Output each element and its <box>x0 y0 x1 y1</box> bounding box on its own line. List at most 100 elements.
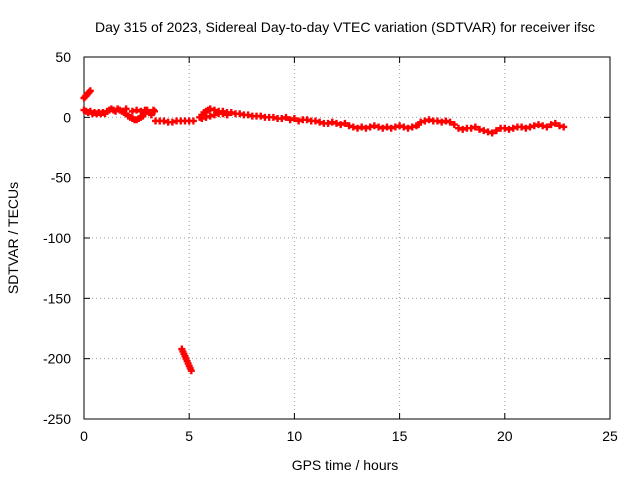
y-tick-label-1: -200 <box>43 351 71 367</box>
data-point-0-128 <box>450 121 458 129</box>
data-point-0-92 <box>303 116 311 124</box>
data-point-0-126 <box>442 117 450 125</box>
data-point-0-40 <box>137 107 145 115</box>
data-point-0-76 <box>236 110 244 118</box>
data-point-0-109 <box>375 123 383 131</box>
data-point-0-69 <box>206 112 214 120</box>
y-tick-label-2: -150 <box>43 290 71 306</box>
data-point-0-84 <box>269 113 277 121</box>
data-point-0-110 <box>379 124 387 132</box>
data-point-0-78 <box>244 111 252 119</box>
data-point-0-28 <box>122 105 130 113</box>
data-point-0-152 <box>551 119 559 127</box>
y-tick-label-6: 50 <box>55 49 71 65</box>
data-point-0-67 <box>198 115 206 123</box>
data-point-0-70 <box>210 111 218 119</box>
data-point-0-151 <box>547 121 555 129</box>
data-point-0-95 <box>316 118 324 126</box>
data-point-0-101 <box>341 119 349 127</box>
data-point-0-127 <box>446 118 454 126</box>
data-point-0-138 <box>492 127 500 135</box>
data-point-0-153 <box>556 122 564 130</box>
data-point-0-115 <box>400 123 408 131</box>
data-point-0-147 <box>530 122 538 130</box>
data-point-0-149 <box>539 122 547 130</box>
data-point-0-89 <box>290 115 298 123</box>
data-point-0-117 <box>408 123 416 131</box>
data-point-0-105 <box>358 123 366 131</box>
data-point-0-111 <box>383 123 391 131</box>
data-point-0-46 <box>150 107 158 115</box>
data-point-0-87 <box>282 113 290 121</box>
data-point-0-124 <box>433 117 441 125</box>
data-point-0-144 <box>518 123 526 131</box>
x-axis-label: GPS time / hours <box>292 457 399 473</box>
data-point-0-39 <box>133 106 141 114</box>
data-point-0-112 <box>387 124 395 132</box>
data-point-0-141 <box>505 125 513 133</box>
data-point-0-104 <box>354 124 362 132</box>
y-tick-label-5: 0 <box>63 109 71 125</box>
data-point-0-73 <box>223 111 231 119</box>
data-point-0-100 <box>337 121 345 129</box>
data-point-0-90 <box>295 117 303 125</box>
data-point-0-88 <box>286 116 294 124</box>
data-point-0-121 <box>421 117 429 125</box>
data-point-0-133 <box>471 123 479 131</box>
data-point-0-62 <box>206 105 214 113</box>
data-point-0-99 <box>332 119 340 127</box>
plot-frame <box>83 56 611 420</box>
data-point-0-49 <box>160 117 168 125</box>
data-point-0-114 <box>396 122 404 130</box>
y-axis-label: SDTVAR / TECUs <box>5 182 21 294</box>
x-tick-label-0: 0 <box>80 428 88 444</box>
data-point-0-145 <box>522 124 530 132</box>
data-point-0-72 <box>219 110 227 118</box>
data-point-0-137 <box>488 129 496 137</box>
x-tick-label-5: 25 <box>602 428 618 444</box>
data-point-0-140 <box>501 124 509 132</box>
data-point-0-164 <box>187 367 195 375</box>
data-point-0-74 <box>227 109 235 117</box>
data-point-0-125 <box>438 118 446 126</box>
data-point-0-150 <box>543 123 551 131</box>
data-point-0-136 <box>484 128 492 136</box>
chart-title: Day 315 of 2023, Sidereal Day-to-day VTE… <box>95 19 595 35</box>
y-tick-label-0: -250 <box>43 411 71 427</box>
x-tick-label-1: 5 <box>185 428 193 444</box>
x-tick-label-3: 15 <box>392 428 408 444</box>
data-point-0-86 <box>278 115 286 123</box>
data-point-0-94 <box>311 117 319 125</box>
data-point-0-107 <box>366 123 374 131</box>
y-tick-label-3: -100 <box>43 230 71 246</box>
data-point-0-142 <box>509 124 517 132</box>
data-point-0-134 <box>476 125 484 133</box>
grid-lines <box>84 57 610 419</box>
data-point-0-44 <box>147 111 155 119</box>
data-point-0-103 <box>349 123 357 131</box>
data-point-0-130 <box>459 125 467 133</box>
data-point-0-106 <box>362 124 370 132</box>
data-point-0-51 <box>168 118 176 126</box>
x-tick-label-2: 10 <box>287 428 303 444</box>
data-point-0-116 <box>404 124 412 132</box>
data-point-0-97 <box>324 119 332 127</box>
data-point-0-102 <box>345 122 353 130</box>
axis-ticks: 0 5 10 15 20 25 -250 -200 -150 -100 -50 0 50 <box>43 49 618 444</box>
data-point-0-98 <box>328 118 336 126</box>
data-point-0-122 <box>425 116 433 124</box>
data-point-0-38 <box>128 107 136 115</box>
data-point-0-148 <box>534 121 542 129</box>
data-point-0-68 <box>202 113 210 121</box>
data-point-0-108 <box>370 122 378 130</box>
data-point-0-129 <box>455 124 463 132</box>
y-tick-label-4: -50 <box>51 170 71 186</box>
data-point-0-56 <box>189 117 197 125</box>
data-point-0-120 <box>417 118 425 126</box>
data-point-0-154 <box>560 123 568 131</box>
x-tick-label-4: 20 <box>497 428 513 444</box>
data-point-0-81 <box>257 112 265 120</box>
data-point-0-6 <box>86 87 94 95</box>
data-point-0-146 <box>526 123 534 131</box>
